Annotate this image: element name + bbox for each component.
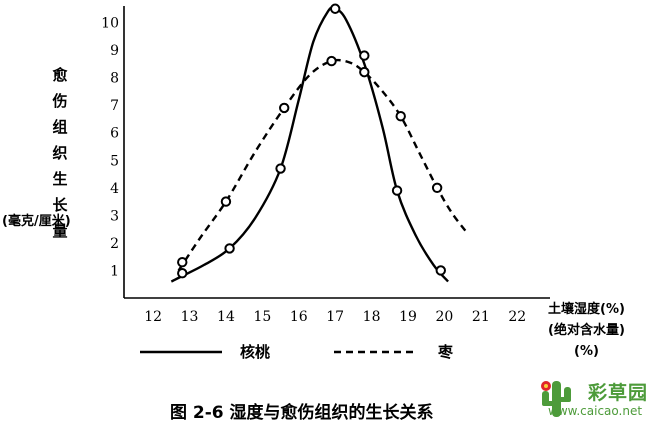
y-axis-unit: (毫克/厘米) [2, 214, 71, 229]
legend-dashed-label: 枣 [438, 343, 454, 361]
x-tick-label: 16 [290, 309, 308, 325]
walnut-data-point [275, 163, 286, 174]
y-axis-label-char: 长 [52, 196, 68, 214]
legend-solid-label: 核桃 [240, 343, 271, 361]
x-tick-label: 18 [363, 309, 381, 325]
x-axis-label-line: (%) [574, 344, 599, 359]
walnut-data-point [391, 185, 403, 196]
jujube-data-point [279, 102, 290, 114]
jujube-data-point [220, 196, 232, 207]
cactus-logo-icon [541, 381, 571, 417]
y-tick-labels: 1 2 3 4 5 6 7 8 9 10 [101, 16, 119, 280]
series-markers [177, 3, 446, 279]
jujube-data-point [177, 256, 188, 268]
y-tick-label: 8 [110, 71, 119, 87]
y-axis-label-char: 组 [52, 118, 68, 136]
y-tick-label: 1 [110, 263, 119, 279]
y-tick-label: 6 [110, 126, 119, 142]
watermark-brand: 彩草园 [588, 382, 649, 404]
jujube-data-point [431, 182, 443, 194]
walnut-data-point [359, 50, 370, 61]
y-axis-label: 愈伤组织生长量 [40, 62, 80, 244]
x-axis-label: 土壤湿度(%) (绝对含水量) (%) [548, 299, 625, 362]
y-axis-label-char: 织 [52, 144, 68, 162]
figure-caption: 图 2-6 湿度与愈伤组织的生长关系 [170, 403, 434, 423]
y-tick-label: 7 [110, 98, 119, 114]
y-tick-label: 5 [110, 153, 119, 169]
y-tick-label: 2 [110, 236, 119, 252]
x-tick-label: 14 [217, 309, 235, 325]
y-tick-label: 10 [101, 16, 119, 32]
x-tick-label: 20 [435, 309, 453, 325]
walnut-data-point [177, 268, 188, 279]
y-tick-label: 9 [110, 43, 119, 59]
x-axis-label-line: (绝对含水量) [548, 323, 625, 338]
walnut-data-point [224, 243, 235, 254]
walnut-data-point [435, 265, 446, 276]
axes [123, 6, 550, 299]
y-axis-label-char: 愈 [52, 66, 68, 84]
y-tick-label: 3 [110, 208, 119, 224]
jujube-data-point [359, 66, 370, 78]
watermark-url: www.caicao.net [548, 404, 643, 418]
x-tick-label: 22 [508, 309, 526, 325]
y-axis-label-char: 生 [52, 170, 68, 188]
walnut-data-point [329, 3, 341, 14]
jujube-series-line [177, 58, 468, 272]
walnut-series-line [170, 6, 449, 283]
y-axis-label-char: 量 [52, 222, 68, 240]
jujube-data-point [326, 55, 337, 67]
x-tick-label: 12 [144, 309, 162, 325]
jujube-data-point [395, 110, 406, 122]
x-tick-label: 17 [326, 309, 344, 325]
x-tick-label: 15 [253, 309, 271, 325]
x-tick-labels: 12 13 14 15 16 17 18 19 20 21 22 [144, 309, 526, 325]
x-tick-label: 19 [399, 309, 417, 325]
y-axis-label-char: 伤 [52, 92, 68, 110]
x-tick-label: 21 [472, 309, 490, 325]
x-tick-label: 13 [181, 309, 199, 325]
y-tick-label: 4 [110, 181, 119, 197]
x-axis-label-line: 土壤湿度(%) [548, 302, 625, 317]
series-curves [170, 6, 468, 283]
